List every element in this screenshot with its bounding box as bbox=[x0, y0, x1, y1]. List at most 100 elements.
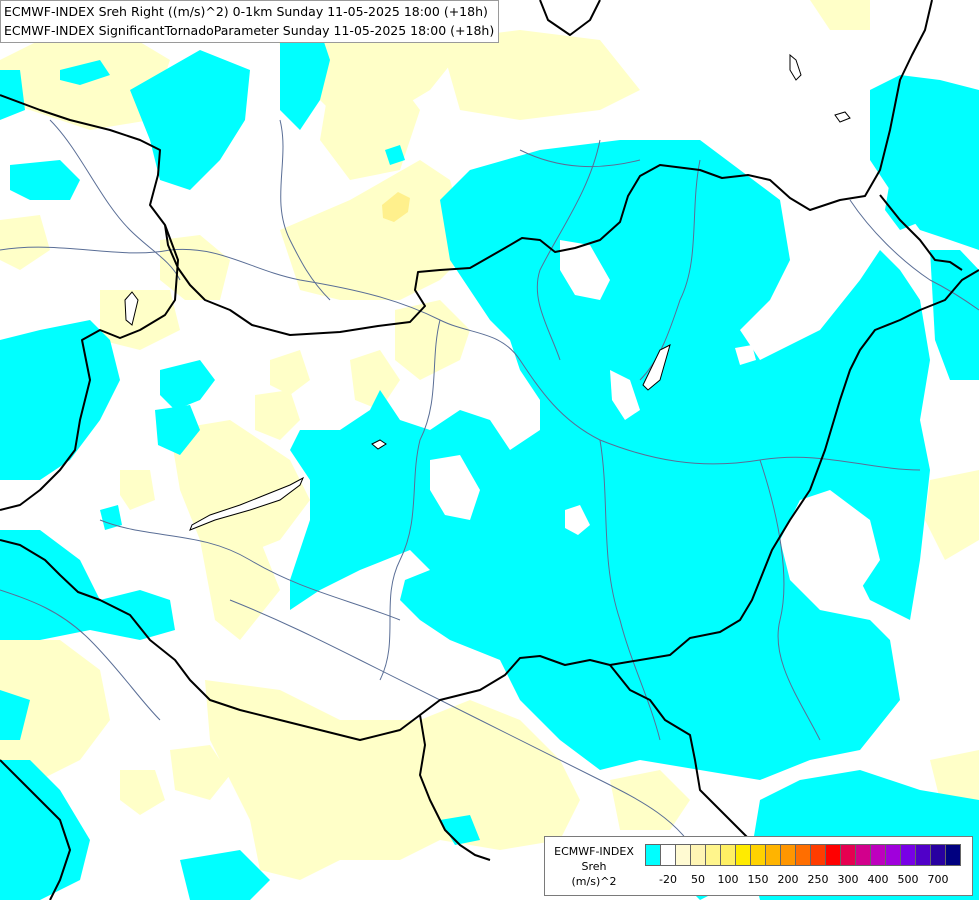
lake-outline bbox=[642, 344, 671, 391]
river-line bbox=[479, 719, 701, 861]
low-area bbox=[0, 690, 30, 740]
legend-caption-line-3: (m/s)^2 bbox=[571, 875, 617, 888]
color-legend: ECMWF-INDEX Sreh (m/s)^2 -20 50 100 150 200 2… bbox=[544, 836, 973, 896]
river-line bbox=[229, 599, 481, 721]
border-line bbox=[0, 0, 933, 336]
gap-area bbox=[565, 505, 590, 535]
river-line bbox=[49, 119, 181, 281]
river-line bbox=[759, 459, 821, 741]
light-area bbox=[170, 745, 230, 800]
low-area bbox=[100, 505, 122, 530]
low-area bbox=[440, 815, 480, 845]
legend-swatch bbox=[840, 844, 856, 866]
low-area bbox=[870, 75, 979, 250]
lake-outline bbox=[834, 111, 851, 123]
gap-area bbox=[790, 490, 880, 590]
light-area bbox=[255, 390, 300, 440]
river-line bbox=[849, 199, 979, 311]
gap-area bbox=[560, 240, 610, 300]
light-area bbox=[925, 470, 979, 560]
light-area bbox=[270, 350, 310, 395]
light-area bbox=[395, 300, 470, 380]
border-line bbox=[609, 664, 751, 841]
river-line bbox=[536, 139, 601, 361]
gap-area bbox=[735, 345, 756, 365]
river-line bbox=[519, 149, 641, 168]
light-area bbox=[610, 770, 690, 830]
legend-tick-label: 700 bbox=[927, 873, 949, 886]
light-area bbox=[0, 640, 110, 780]
legend-swatch bbox=[660, 844, 676, 866]
legend-swatch bbox=[945, 844, 961, 866]
river-line bbox=[279, 119, 331, 301]
low-area bbox=[290, 140, 930, 780]
light-area bbox=[200, 540, 280, 640]
legend-caption: ECMWF-INDEX Sreh (m/s)^2 bbox=[547, 844, 641, 889]
gap-layer bbox=[430, 240, 880, 590]
legend-swatch bbox=[765, 844, 781, 866]
legend-tick-label: 150 bbox=[747, 873, 769, 886]
legend-swatch bbox=[780, 844, 796, 866]
light-area bbox=[205, 680, 580, 880]
legend-swatch bbox=[750, 844, 766, 866]
legend-swatch bbox=[870, 844, 886, 866]
border-line bbox=[879, 194, 963, 271]
legend-swatch bbox=[720, 844, 736, 866]
low-area bbox=[0, 320, 120, 480]
legend-tick-label: -20 bbox=[659, 873, 677, 886]
border-line bbox=[0, 269, 979, 741]
legend-swatch bbox=[705, 844, 721, 866]
gap-area bbox=[430, 455, 480, 520]
legend-swatch bbox=[855, 844, 871, 866]
legend-swatch bbox=[690, 844, 706, 866]
legend-swatch bbox=[930, 844, 946, 866]
border-line bbox=[539, 0, 601, 36]
low-area bbox=[0, 760, 90, 900]
river-line bbox=[599, 439, 661, 741]
river-line bbox=[99, 519, 401, 621]
legend-swatch bbox=[645, 844, 661, 866]
gap-area bbox=[610, 370, 640, 420]
legend-tick-label: 500 bbox=[897, 873, 919, 886]
low-area bbox=[385, 145, 405, 165]
title-line-1: ECMWF-INDEX Sreh Right ((m/s)^2) 0-1km S… bbox=[4, 4, 488, 19]
legend-caption-line-1: ECMWF-INDEX bbox=[554, 845, 634, 858]
legend-swatches bbox=[645, 844, 961, 866]
light-area bbox=[100, 290, 180, 350]
legend-swatch bbox=[810, 844, 826, 866]
legend-swatch bbox=[900, 844, 916, 866]
legend-swatch bbox=[885, 844, 901, 866]
low-area bbox=[160, 360, 215, 410]
legend-tick-label: 300 bbox=[837, 873, 859, 886]
river-line bbox=[379, 319, 441, 681]
legend-tick-label: 400 bbox=[867, 873, 889, 886]
yellow-shading-area bbox=[382, 192, 410, 222]
legend-tick-labels: -20 50 100 150 200 250 300 400 500 700 bbox=[645, 873, 975, 889]
legend-tick-label: 50 bbox=[691, 873, 705, 886]
low-area bbox=[0, 70, 25, 120]
light-area bbox=[160, 235, 230, 300]
low-area bbox=[60, 60, 110, 85]
low-area bbox=[10, 160, 80, 200]
light-area bbox=[170, 420, 310, 560]
low-area bbox=[155, 405, 200, 455]
low-area bbox=[180, 850, 270, 900]
legend-swatch bbox=[675, 844, 691, 866]
legend-tick-label: 200 bbox=[777, 873, 799, 886]
low-area bbox=[885, 180, 925, 230]
legend-tick-label: 250 bbox=[807, 873, 829, 886]
river-line bbox=[0, 589, 161, 721]
border-line bbox=[0, 224, 179, 511]
legend-tick-label: 100 bbox=[717, 873, 739, 886]
light-area bbox=[280, 160, 470, 300]
light-area bbox=[350, 350, 400, 410]
low-area bbox=[0, 530, 175, 640]
lake-outline bbox=[371, 439, 387, 450]
title-line-2: ECMWF-INDEX SignificantTornadoParameter … bbox=[4, 23, 495, 38]
legend-swatch bbox=[795, 844, 811, 866]
light-area bbox=[810, 0, 870, 30]
map-title-box: ECMWF-INDEX Sreh Right ((m/s)^2) 0-1km S… bbox=[0, 0, 500, 43]
border-line bbox=[0, 759, 71, 900]
